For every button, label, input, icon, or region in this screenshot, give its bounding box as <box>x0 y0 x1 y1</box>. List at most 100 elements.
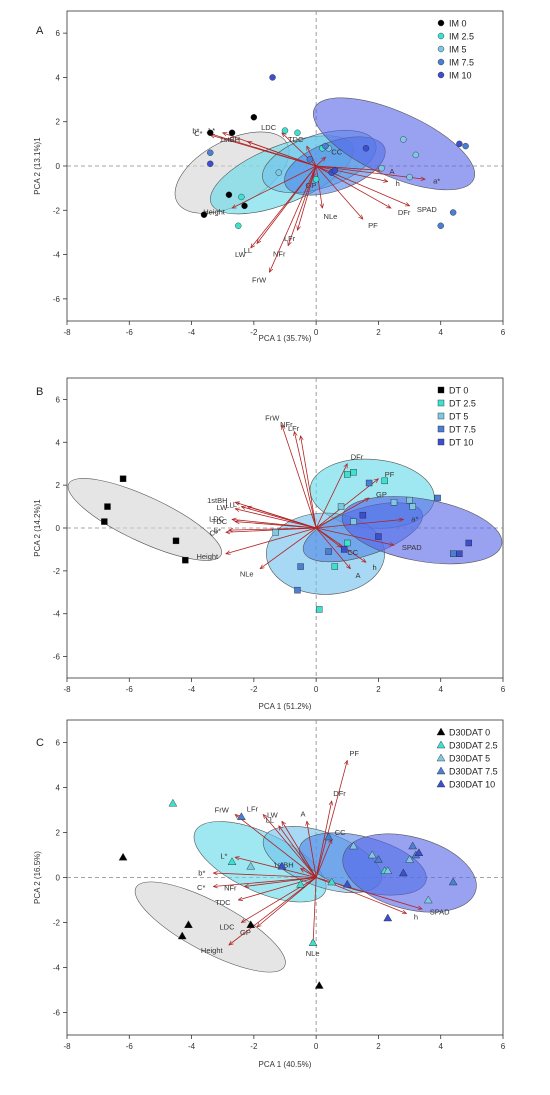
loading-label: a* <box>433 176 440 185</box>
loading-arrow <box>245 877 317 887</box>
y-tick-label: -4 <box>53 610 61 619</box>
x-tick-label: -4 <box>188 328 196 337</box>
loading-label: A <box>356 571 361 580</box>
legend-marker <box>437 399 445 407</box>
y-tick-label: -2 <box>53 919 61 928</box>
loading-label: LW <box>235 250 247 259</box>
x-tick-label: 0 <box>314 1042 319 1051</box>
y-tick-label: 0 <box>56 162 61 171</box>
data-point <box>207 129 214 136</box>
loading-arrow <box>241 877 317 923</box>
loading-arrow <box>315 527 341 547</box>
panel-label: A <box>36 25 44 37</box>
data-point <box>390 499 398 506</box>
legend-marker <box>437 386 445 394</box>
data-point <box>406 496 413 504</box>
y-tick-label: 2 <box>56 118 61 127</box>
data-point <box>207 160 214 167</box>
x-tick-label: -8 <box>63 328 71 337</box>
loading-arrow <box>235 815 317 878</box>
loading-label: TDC <box>215 898 231 907</box>
loading-arrow <box>316 165 381 170</box>
x-tick-label: 6 <box>501 328 506 337</box>
loading-label: Height <box>201 946 224 955</box>
data-point <box>400 136 407 143</box>
loading-label: C* <box>209 529 217 538</box>
loading-label: LL <box>225 500 233 509</box>
loading-arrow <box>315 165 322 208</box>
x-tick-label: 0 <box>314 685 319 694</box>
data-point <box>462 142 469 150</box>
loading-arrow <box>315 527 350 569</box>
loading-arrow <box>315 157 325 167</box>
data-point <box>227 857 237 865</box>
loading-arrow <box>235 509 317 529</box>
legend-marker <box>436 727 446 736</box>
data-point <box>306 156 314 163</box>
data-point <box>207 149 214 156</box>
legend-entry: D30DAT 10 <box>449 780 495 790</box>
loading-label: NFr <box>273 249 286 258</box>
loading-arrow <box>226 527 317 554</box>
x-axis-label: PCA 1 (35.7%) <box>259 334 312 343</box>
data-point <box>200 211 208 218</box>
legend-marker <box>437 58 445 66</box>
loading-label: LFr <box>288 424 300 433</box>
loading-arrow <box>213 873 317 878</box>
legend-entry: D30DAT 2.5 <box>449 741 498 751</box>
data-point <box>375 533 382 540</box>
y-tick-label: 6 <box>56 395 61 404</box>
legend-entry: DT 0 <box>449 386 468 396</box>
legend-marker <box>437 19 445 27</box>
data-point <box>225 191 233 198</box>
loading-label: L* <box>233 500 240 509</box>
data-point <box>337 503 345 510</box>
data-point <box>340 546 348 553</box>
loading-arrow <box>248 142 317 167</box>
data-point <box>294 129 301 136</box>
loading-label: h <box>414 912 418 921</box>
x-tick-label: 4 <box>438 328 443 337</box>
legend-marker <box>436 753 446 762</box>
data-point <box>342 879 352 888</box>
data-point <box>350 469 357 476</box>
data-point <box>344 471 351 478</box>
data-point <box>281 127 289 134</box>
legend-marker <box>437 412 445 420</box>
data-point <box>374 855 383 863</box>
data-point <box>456 550 463 557</box>
data-point <box>434 494 441 502</box>
data-point <box>250 114 258 121</box>
loading-arrow <box>315 839 332 878</box>
loading-label: LW <box>217 503 229 512</box>
data-point <box>449 550 457 557</box>
confidence-ellipse <box>341 496 503 565</box>
x-tick-label: -6 <box>126 1042 134 1051</box>
legend-entry: DT 5 <box>449 412 468 422</box>
y-tick-label: 0 <box>56 874 61 883</box>
loading-arrow <box>315 761 347 878</box>
data-point <box>312 176 320 183</box>
data-point <box>101 518 108 525</box>
x-tick-label: 2 <box>376 1042 381 1051</box>
loading-arrow <box>248 507 317 529</box>
loading-arrow <box>315 165 363 219</box>
y-tick-label: 2 <box>56 829 61 838</box>
y-tick-label: 4 <box>56 784 61 793</box>
loading-label: LDC <box>209 515 225 524</box>
data-point <box>383 866 393 874</box>
loading-arrow <box>282 821 317 878</box>
loading-arrow <box>307 821 317 878</box>
loading-label: h <box>373 563 377 572</box>
x-tick-label: -2 <box>250 1042 258 1051</box>
x-tick-label: -6 <box>126 328 134 337</box>
loading-arrow <box>235 857 317 878</box>
panel-label: C <box>36 737 44 749</box>
loading-label: LFr <box>284 234 296 243</box>
data-point <box>448 877 458 886</box>
data-point <box>331 563 339 570</box>
loading-label: 1stBH <box>220 135 240 144</box>
data-point <box>412 151 419 159</box>
loading-label: CC <box>347 548 358 557</box>
data-point <box>184 920 193 928</box>
